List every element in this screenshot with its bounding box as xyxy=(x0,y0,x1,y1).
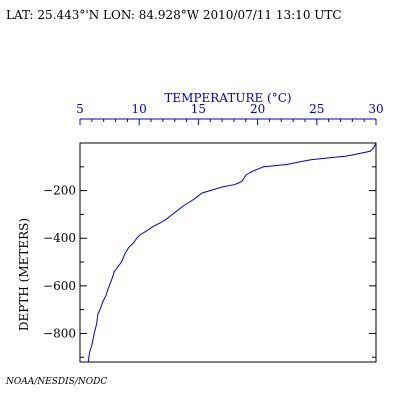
y-tick-label: −200 xyxy=(43,184,76,198)
header-location-time: LAT: 25.443°'N LON: 84.928°W 2010/07/11 … xyxy=(6,8,342,22)
y-axis-title: DEPTH (METERS) xyxy=(17,218,31,331)
series-layer xyxy=(87,142,377,363)
x-tick-label: 10 xyxy=(132,102,147,116)
x-tick-label: 20 xyxy=(250,102,265,116)
x-tick-label: 25 xyxy=(309,102,324,116)
plot-border xyxy=(79,142,377,363)
x-tick-label: 15 xyxy=(191,102,206,116)
y-tick-label: −400 xyxy=(43,231,76,245)
x-axis-top: 5 10 15 20 25 30 xyxy=(76,102,384,125)
x-tick-label: 30 xyxy=(368,102,383,116)
series-line-0 xyxy=(87,142,377,363)
x-axis-title: TEMPERATURE (°C) xyxy=(164,91,291,105)
plot-frame xyxy=(79,142,377,363)
y-tick-label: −800 xyxy=(43,326,76,340)
footer-credit: NOAA/NESDIS/NODC xyxy=(6,377,108,387)
y-axis: −200 −400 −600 −800 xyxy=(43,166,376,358)
y-tick-label: −600 xyxy=(43,279,76,293)
x-tick-label: 5 xyxy=(76,102,84,116)
